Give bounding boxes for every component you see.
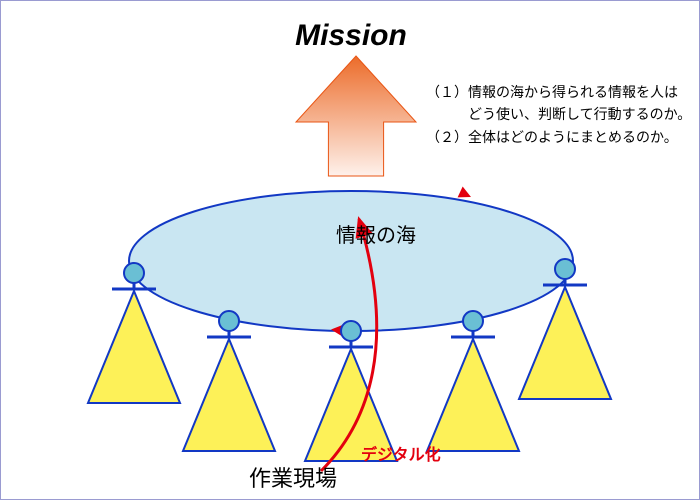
node-circle-icon bbox=[341, 321, 361, 341]
worksite-label: 作業現場 bbox=[249, 461, 337, 493]
mission-title: Mission bbox=[1, 19, 700, 53]
node-triangle-icon bbox=[427, 339, 519, 451]
node-circle-icon bbox=[555, 259, 575, 279]
digital-label: デジタル化 bbox=[361, 441, 441, 465]
side-text-line2: どう使い、判断して行動するのか。 bbox=[426, 103, 691, 125]
node-triangle-icon bbox=[519, 287, 611, 399]
node-group bbox=[427, 311, 519, 451]
ellipse-label: 情報の海 bbox=[336, 219, 416, 248]
node-triangle-icon bbox=[183, 339, 275, 451]
info-sea-ellipse bbox=[129, 191, 573, 331]
diagram-frame: Mission （１）情報の海から得られる情報を人は どう使い、判断して行動する… bbox=[0, 0, 700, 500]
node-circle-icon bbox=[463, 311, 483, 331]
side-text-line3: （２）全体はどのようにまとめるのか。 bbox=[426, 126, 691, 148]
side-text-line1: （１）情報の海から得られる情報を人は bbox=[426, 81, 691, 103]
side-text: （１）情報の海から得られる情報を人は どう使い、判断して行動するのか。 （２）全… bbox=[426, 81, 691, 148]
node-group bbox=[305, 321, 397, 461]
mission-arrow-icon bbox=[296, 56, 416, 176]
node-circle-icon bbox=[219, 311, 239, 331]
diagram-svg bbox=[1, 1, 700, 501]
node-circle-icon bbox=[124, 263, 144, 283]
node-triangle-icon bbox=[88, 291, 180, 403]
node-group bbox=[183, 311, 275, 451]
